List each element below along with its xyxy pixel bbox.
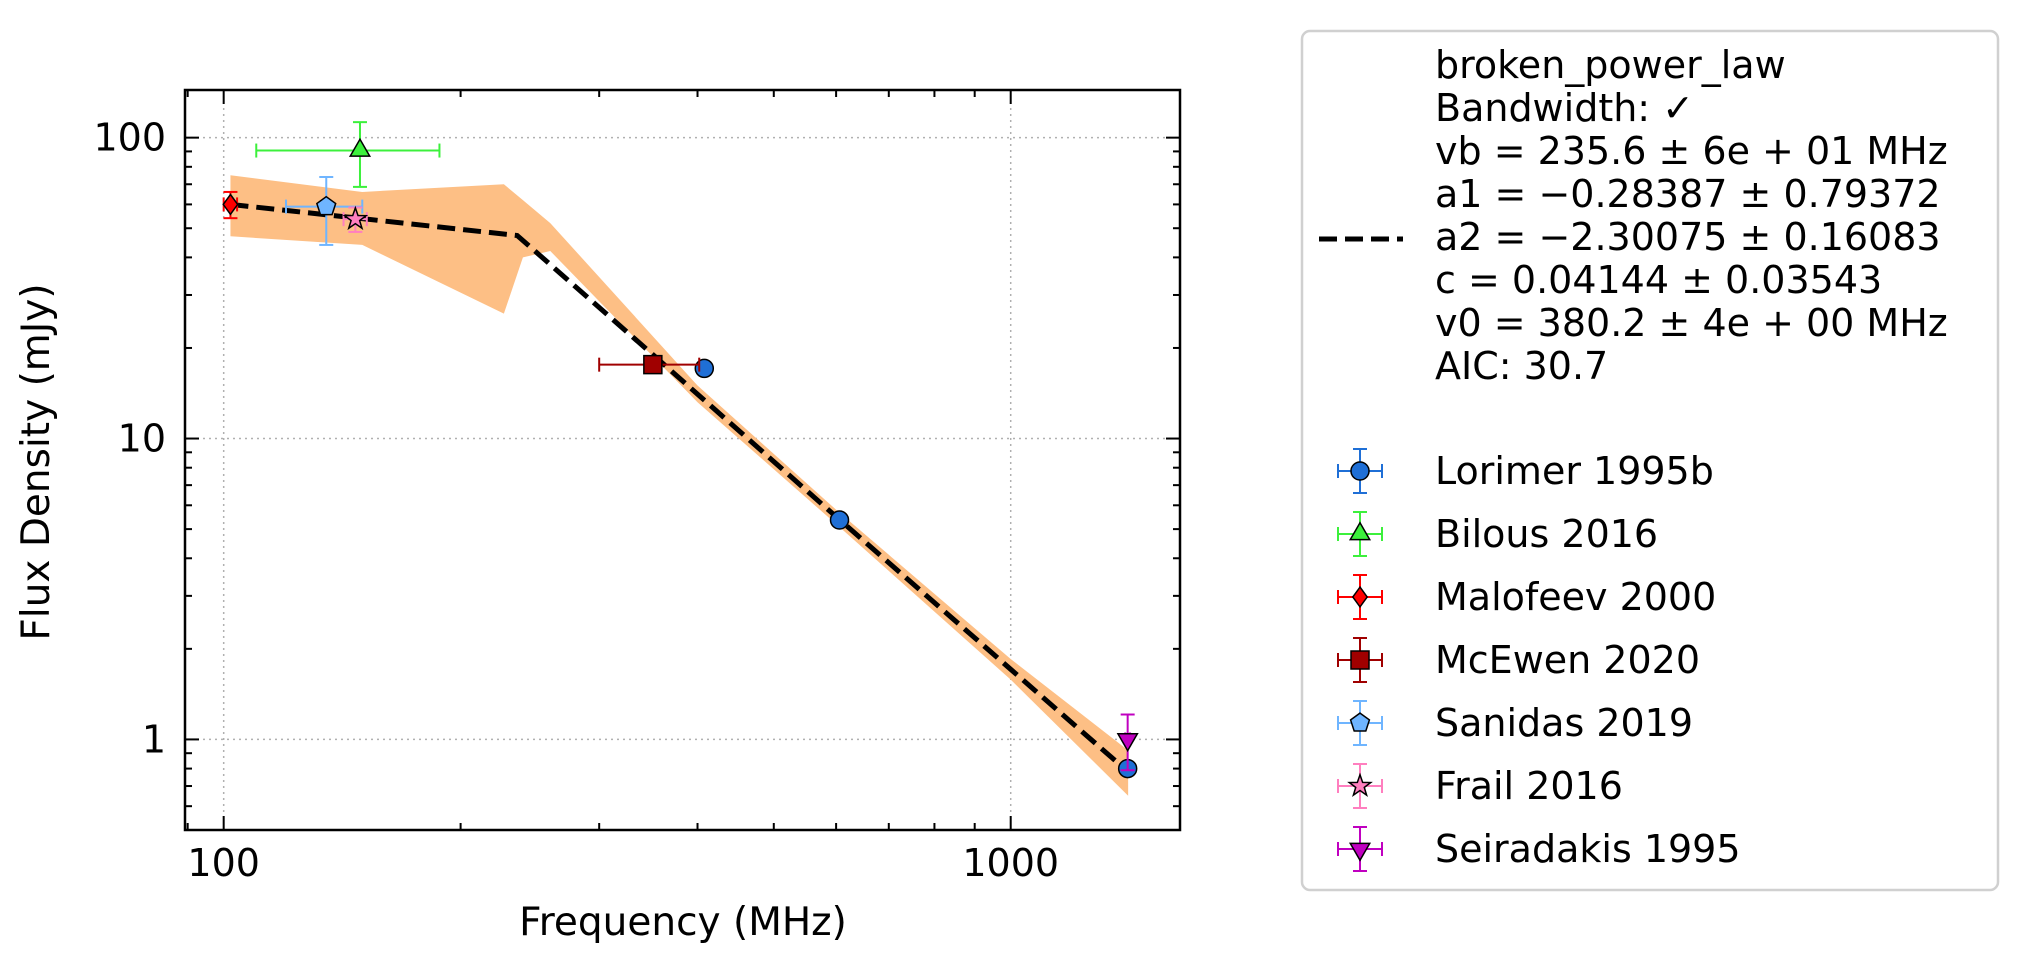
x-tick-label: 100 — [187, 841, 260, 885]
legend-label: Malofeev 2000 — [1435, 575, 1716, 619]
legend-fit-text: a2 = −2.30075 ± 0.16083 — [1435, 215, 1941, 259]
marker — [1350, 461, 1370, 481]
x-tick-label: 1000 — [962, 841, 1059, 885]
plot-frame — [183, 88, 1182, 832]
legend-label: Seiradakis 1995 — [1435, 827, 1741, 871]
legend-fit-text: Bandwidth: ✓ — [1435, 86, 1694, 130]
legend-fit-text: AIC: 30.7 — [1435, 344, 1608, 388]
fit-uncertainty-band — [230, 175, 1129, 796]
marker — [1348, 521, 1372, 541]
legend-fit-text: a1 = −0.28387 ± 0.79372 — [1435, 172, 1941, 216]
legend-label: McEwen 2020 — [1435, 638, 1700, 682]
marker — [1348, 842, 1372, 862]
fit-line — [230, 201, 1130, 774]
y-tick-label: 100 — [93, 116, 166, 160]
marker — [1349, 712, 1371, 732]
legend-entry: Malofeev 2000 — [1337, 574, 1716, 620]
y-axis-label: Flux Density (mJy) — [14, 283, 59, 640]
x-error-bar — [255, 143, 441, 158]
legend-label: Lorimer 1995b — [1435, 449, 1714, 493]
legend-entry: McEwen 2020 — [1337, 637, 1700, 683]
legend-box — [1300, 29, 2000, 892]
marker — [1116, 733, 1139, 753]
legend-label: Bilous 2016 — [1435, 512, 1658, 556]
legend-label: Sanidas 2019 — [1435, 701, 1693, 745]
marker — [643, 354, 663, 375]
legend-entry: Lorimer 1995b — [1337, 448, 1714, 494]
y-tick-label: 10 — [118, 417, 166, 461]
legend-entry: Sanidas 2019 — [1337, 700, 1693, 746]
legend-fit-text: v0 = 380.2 ± 4e + 00 MHz — [1435, 301, 1948, 345]
x-axis-label: Frequency (MHz) — [519, 900, 847, 945]
marker — [1347, 772, 1373, 797]
legend-fit-text: c = 0.04144 ± 0.03543 — [1435, 258, 1882, 302]
legend-entry: Bilous 2016 — [1337, 511, 1658, 557]
marker — [829, 510, 850, 530]
legend-entry: Seiradakis 1995 — [1337, 826, 1741, 872]
legend-fit-text: broken_power_law — [1435, 43, 1786, 87]
marker — [694, 358, 715, 379]
legend-label: Frail 2016 — [1435, 764, 1623, 808]
marker — [1351, 585, 1369, 609]
marker — [222, 193, 239, 216]
y-tick-label: 1 — [142, 717, 166, 761]
marker — [348, 137, 372, 157]
marker — [315, 195, 337, 216]
marker — [1350, 650, 1370, 670]
legend-entry: Frail 2016 — [1337, 763, 1623, 809]
marker — [342, 205, 369, 231]
legend-fit-text: vb = 235.6 ± 6e + 01 MHz — [1435, 129, 1948, 173]
